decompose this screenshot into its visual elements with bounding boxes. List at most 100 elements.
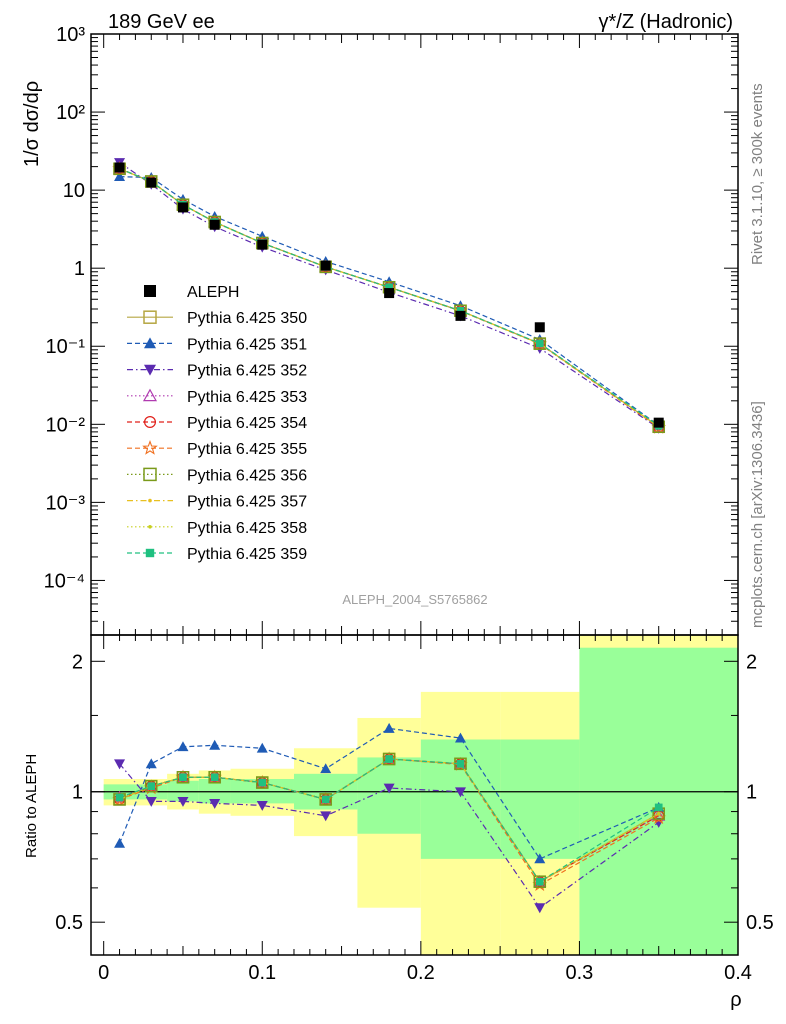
main-y-tick-label: 10² (56, 102, 85, 124)
series-point-ratio (319, 793, 332, 806)
legend-marker (143, 467, 157, 482)
legend-label: Pythia 6.425 355 (187, 441, 307, 458)
main-y-tick-label: 10⁻² (46, 414, 86, 436)
series-point-main (456, 306, 465, 315)
series-layer (112, 158, 667, 914)
legend-marker (144, 337, 156, 349)
legend-entry-7: Pythia 6.425 356 (127, 467, 307, 484)
legend-label: Pythia 6.425 358 (187, 520, 307, 537)
legend-entry-6: Pythia 6.425 355 (127, 439, 307, 458)
legend-entry-5: Pythia 6.425 354 (127, 415, 307, 432)
legend-entry-9: Pythia 6.425 358 (127, 520, 307, 537)
main-y-tick-label: 10⁻¹ (46, 336, 86, 358)
series-point-ratio (256, 776, 269, 789)
ratio-y-tick-label-right: 0.5 (746, 912, 774, 934)
ratio-y-tick-label-right: 1 (746, 782, 757, 804)
series-point-ratio (209, 739, 221, 750)
legend-marker (142, 439, 158, 455)
series-point-ratio (385, 755, 393, 763)
data-point (257, 239, 268, 250)
ratio-y-tick-label-left: 0.5 (55, 912, 83, 934)
main-y-tick-label: 1 (74, 258, 85, 280)
series-line-ratio (118, 727, 659, 860)
data-point (209, 219, 220, 230)
series-point-ratio (383, 722, 395, 733)
main-y-tick-label: 10 (63, 180, 85, 202)
ratio-y-tick-label-left: 2 (72, 651, 83, 673)
data-point (320, 260, 331, 271)
series-point-ratio (654, 803, 663, 812)
series-point-main (533, 337, 547, 350)
series-point-ratio (454, 787, 466, 798)
band-green-6 (357, 757, 421, 834)
main-y-tick-label: 10³ (56, 24, 85, 46)
series-point-ratio (320, 763, 332, 774)
data-point (146, 177, 157, 188)
series-point-ratio (320, 811, 332, 822)
data-point (177, 202, 188, 213)
legend-marker (145, 548, 155, 558)
series-point-ratio (210, 773, 219, 782)
legend-label: Pythia 6.425 357 (187, 494, 307, 511)
series-line-ratio (119, 763, 660, 909)
x-tick-label: 0.1 (248, 962, 276, 984)
series-point-ratio (454, 732, 466, 743)
series-point-ratio (147, 782, 156, 791)
series-point-ratio (258, 778, 267, 787)
main-y-axis-label: 1/σ dσ/dρ (21, 81, 43, 167)
side-label-bottom: mcplots.cern.ch [arXiv:1306.3436] (749, 401, 766, 628)
legend-entry-10: Pythia 6.425 359 (127, 546, 307, 563)
series-line-main (119, 161, 660, 429)
series-line-main (119, 176, 660, 426)
series-line-ratio (119, 758, 660, 883)
series-point-ratio (145, 758, 157, 769)
band-green-8 (500, 739, 580, 859)
main-y-tick-label: 10⁻³ (46, 492, 86, 514)
x-tick-label: 0.4 (724, 962, 752, 984)
series-point-ratio (383, 783, 395, 794)
x-tick-label: 0.2 (407, 962, 435, 984)
series-point-main (535, 339, 544, 348)
ratio-y-tick-label-left: 1 (72, 782, 83, 804)
band-green-2 (167, 780, 199, 802)
series-point-ratio (534, 903, 546, 914)
legend-label: Pythia 6.425 354 (187, 415, 307, 432)
series-point-ratio (656, 811, 661, 816)
legend-entry-aleph: ALEPH (144, 284, 239, 301)
series-line-main (119, 168, 660, 428)
series-point-ratio (179, 773, 187, 782)
data-point (653, 417, 664, 428)
legend-marker (148, 498, 152, 503)
series-point-ratio (321, 795, 330, 804)
series-point-ratio (456, 759, 465, 768)
series-pythia-6.425-359 (115, 164, 663, 886)
legend-entry-2: Pythia 6.425 351 (127, 336, 307, 353)
series-point-main (385, 283, 393, 292)
series-point-ratio (145, 779, 158, 793)
ratio-frame (90, 634, 739, 956)
legend-marker (143, 310, 157, 324)
data-point (384, 288, 395, 299)
series-point-ratio (535, 877, 544, 886)
x-tick-label: 0 (98, 962, 109, 984)
series-point-ratio (114, 837, 126, 848)
data-point (114, 162, 125, 173)
ratio-y-axis-label: Ratio to ALEPH (23, 754, 40, 858)
legend-label: Pythia 6.425 353 (187, 389, 307, 406)
series-line-main (119, 167, 660, 427)
band-green-9 (579, 647, 738, 955)
data-point (534, 322, 545, 333)
legend-label: Pythia 6.425 350 (187, 310, 307, 327)
series-point-ratio (256, 801, 268, 811)
legend-label: Pythia 6.425 359 (187, 546, 307, 563)
series-point-main (114, 171, 126, 182)
legend-label: Pythia 6.425 356 (187, 467, 307, 484)
legend-label: Pythia 6.425 352 (187, 363, 307, 380)
data-point (455, 310, 466, 321)
legend-entry-1: Pythia 6.425 350 (127, 310, 307, 327)
axes-layer: 10³ 10² 10 1 10⁻¹ 10⁻² 10⁻³ 10⁻⁴ 0.5 0.5 1 1 2 2 0 0.1 0… (44, 24, 774, 984)
series-point-ratio (114, 759, 126, 770)
analysis-label: ALEPH_2004_S5765862 (342, 592, 487, 607)
series-point-ratio (256, 742, 268, 753)
